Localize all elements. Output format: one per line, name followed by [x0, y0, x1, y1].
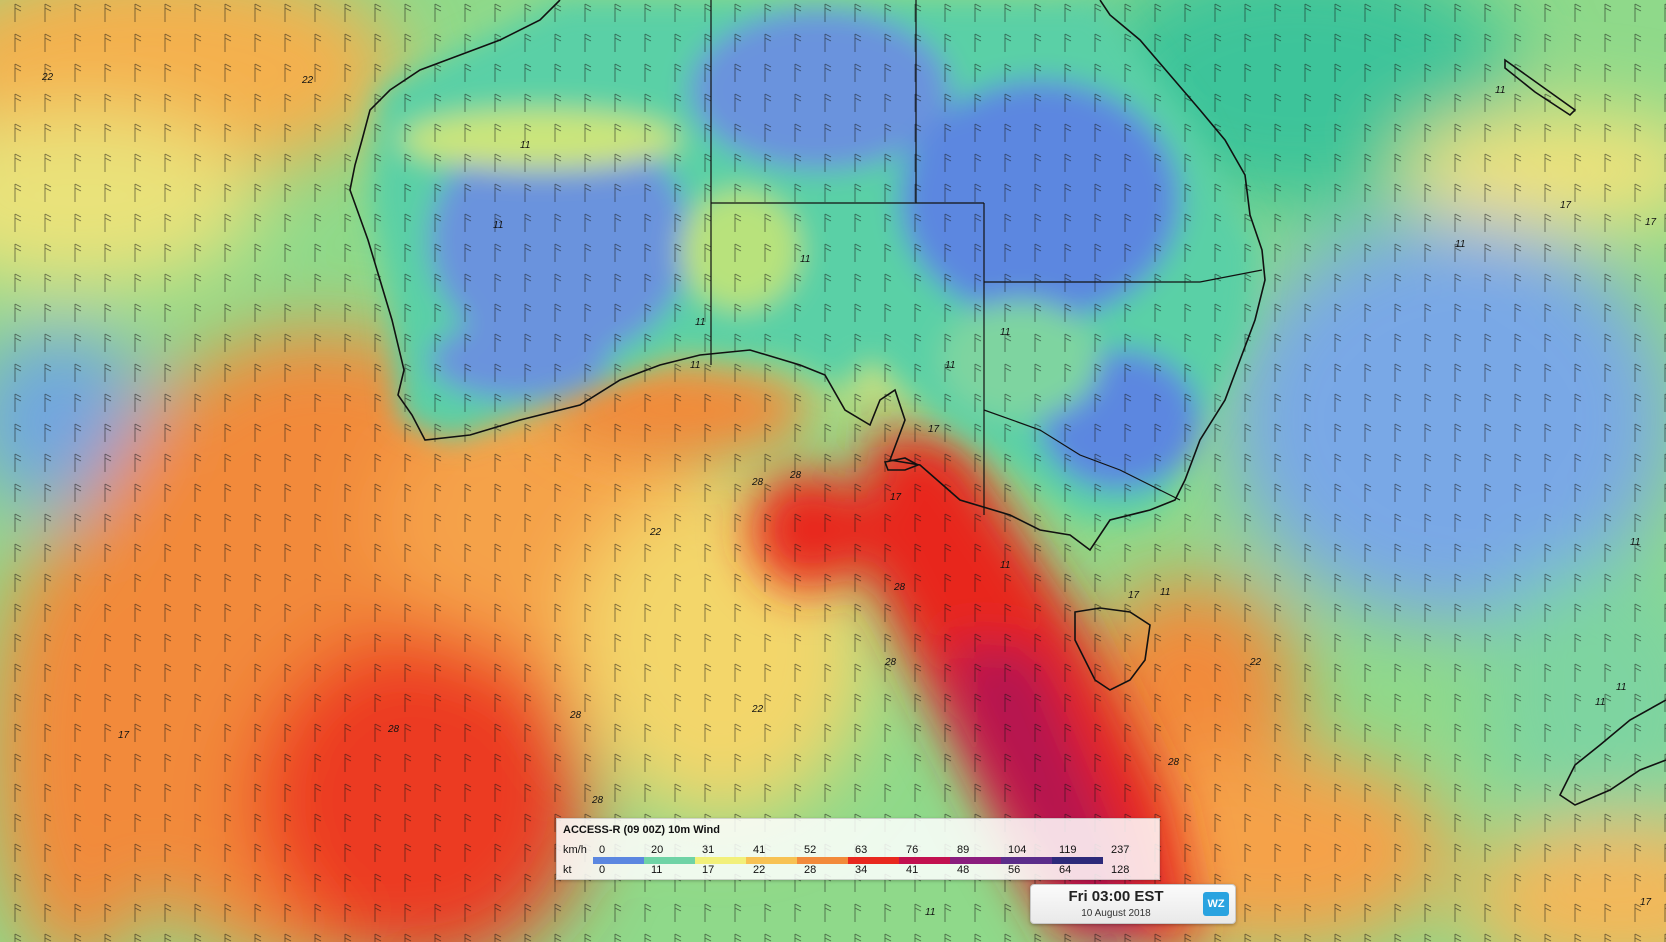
colorbar-segment	[899, 857, 950, 864]
colorbar-segment	[746, 857, 797, 864]
coastlines	[349, 0, 1666, 806]
contour-label: 11	[1455, 239, 1465, 250]
kt-tick: 34	[855, 864, 868, 876]
contour-label: 28	[884, 657, 897, 668]
kmh-tick: 52	[804, 844, 817, 856]
kt-tick: 48	[957, 864, 970, 876]
forecast-date: 10 August 2018	[1081, 908, 1151, 919]
kt-tick: 17	[702, 864, 715, 876]
contour-label: 22	[649, 527, 662, 538]
contour-label: 11	[1616, 682, 1626, 693]
new-zealand-coast	[1558, 699, 1666, 806]
kt-tick: 56	[1008, 864, 1021, 876]
kt-tick: 41	[906, 864, 919, 876]
kt-tick: 64	[1059, 864, 1072, 876]
kt-tick: 11	[651, 864, 663, 876]
contour-label: 28	[893, 582, 906, 593]
colorbar-segment	[848, 857, 899, 864]
new-caledonia-coast	[1504, 58, 1577, 117]
kmh-tick: 104	[1008, 844, 1027, 856]
contour-label: 11	[925, 907, 935, 918]
contour-label: 11	[1630, 537, 1640, 548]
contour-label: 11	[1000, 560, 1010, 571]
contour-label: 22	[1249, 657, 1262, 668]
contour-labels: 22 22 11 11 11 11 11 11 17 11 22 28 28 1…	[41, 72, 1657, 918]
kmh-tick: 0	[599, 844, 606, 856]
kmh-tick: 41	[753, 844, 766, 856]
qld-nsw-border	[984, 269, 1263, 283]
contour-label: 11	[945, 360, 955, 371]
contour-label: 11	[1495, 85, 1505, 96]
contour-label: 11	[800, 254, 810, 265]
colorbar-segment	[797, 857, 848, 864]
forecast-time-box: Fri 03:00 EST 10 August 2018 WZ	[1030, 884, 1236, 924]
contour-label: 17	[1128, 590, 1140, 601]
contour-label: 11	[493, 220, 503, 231]
contour-label: 11	[1000, 327, 1010, 338]
contour-label: 11	[690, 360, 700, 371]
colorbar-segment	[1052, 857, 1103, 864]
kmh-tick: 237	[1111, 844, 1130, 856]
australia-mainland-coast	[349, 0, 1266, 552]
contour-label: 28	[751, 477, 764, 488]
legend-colorbar	[593, 857, 1103, 864]
contour-label: 17	[1645, 217, 1657, 228]
kt-tick: 128	[1111, 864, 1130, 876]
contour-label: 28	[789, 470, 802, 481]
contour-label: 11	[695, 317, 705, 328]
contour-label: 22	[301, 75, 314, 86]
contour-label: 28	[569, 710, 582, 721]
weatherzone-logo-icon[interactable]: WZ	[1203, 892, 1229, 916]
forecast-time: Fri 03:00 EST	[1068, 888, 1164, 905]
legend-title: ACCESS-R (09 00Z) 10m Wind	[563, 824, 720, 836]
colorbar-segment	[1001, 857, 1052, 864]
contour-label: 17	[890, 492, 902, 503]
contour-label: 22	[751, 704, 764, 715]
kmh-tick: 31	[702, 844, 715, 856]
contour-label: 17	[1640, 897, 1652, 908]
state-borders	[710, 0, 1263, 515]
kt-tick: 22	[753, 864, 766, 876]
colorbar-segment	[644, 857, 695, 864]
legend-kmh-row: km/h 0 20 31 41 52 63 76 89 104 119 237	[563, 844, 1153, 858]
nsw-vic-border	[983, 409, 1181, 501]
contour-label: 28	[1167, 757, 1180, 768]
colorbar-segment	[593, 857, 644, 864]
kmh-tick: 63	[855, 844, 868, 856]
contour-label: 22	[41, 72, 54, 83]
contour-label: 11	[1595, 697, 1605, 708]
tasmania-coast	[1074, 607, 1151, 691]
contour-label: 28	[591, 795, 604, 806]
kmh-tick: 20	[651, 844, 664, 856]
kmh-tick: 119	[1059, 844, 1077, 856]
contour-label: 28	[387, 724, 400, 735]
kmh-tick: 76	[906, 844, 919, 856]
contour-label: 17	[928, 424, 940, 435]
legend-kt-row: kt 0 11 17 22 28 34 41 48 56 64 128	[563, 864, 1153, 878]
contour-label: 17	[118, 730, 130, 741]
kt-tick: 0	[599, 864, 606, 876]
kangaroo-island-coast	[883, 457, 920, 471]
colorbar-segment	[695, 857, 746, 864]
contour-label: 11	[520, 140, 530, 151]
kt-unit-label: kt	[563, 864, 572, 876]
contour-label: 11	[1160, 587, 1170, 598]
contour-label: 17	[1560, 200, 1572, 211]
colorbar-segment	[950, 857, 1001, 864]
kmh-tick: 89	[957, 844, 970, 856]
kt-tick: 28	[804, 864, 817, 876]
kmh-unit-label: km/h	[563, 844, 587, 856]
wind-legend: ACCESS-R (09 00Z) 10m Wind km/h 0 20 31 …	[556, 818, 1160, 880]
